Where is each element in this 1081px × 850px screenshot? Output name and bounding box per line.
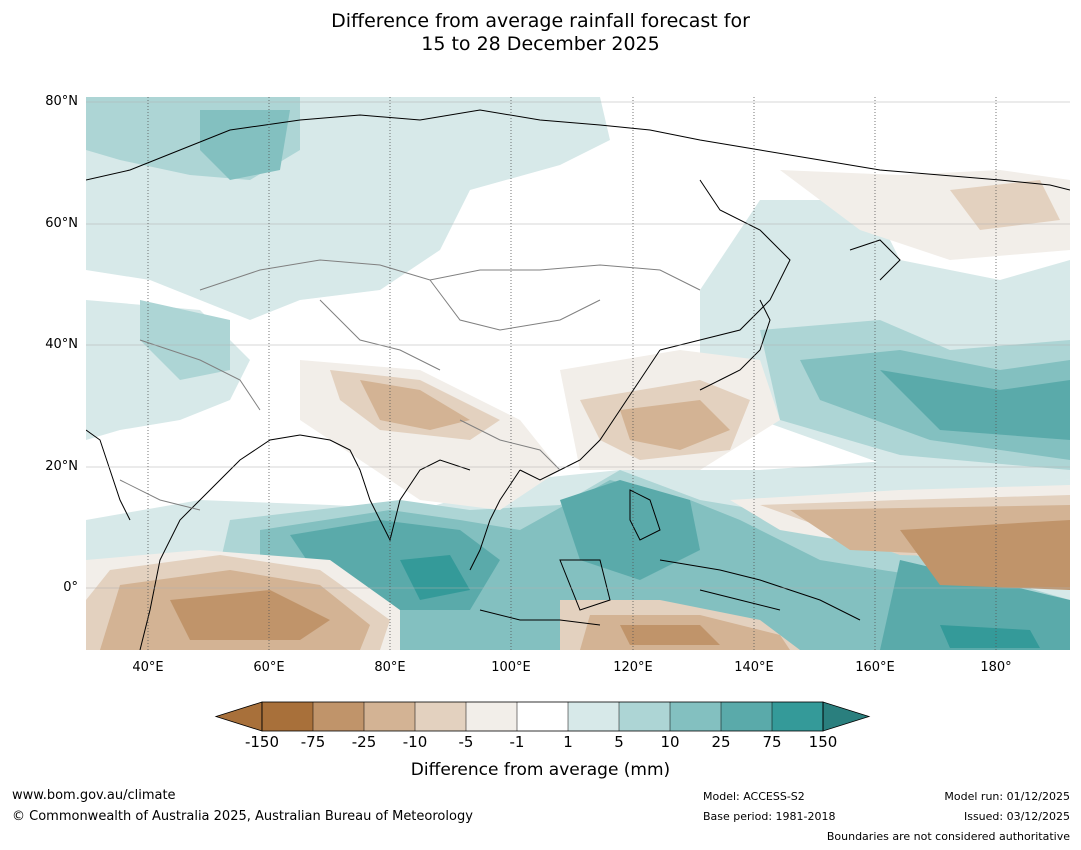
colorbar-extend-high	[822, 701, 871, 732]
anomaly-75-150	[400, 555, 1040, 648]
anomaly-m75-m25	[170, 520, 1070, 645]
colorbar-bin	[517, 702, 568, 731]
lon-label-60e: 60°E	[253, 660, 285, 675]
footer-model-run: Model run: 01/12/2025	[944, 790, 1070, 803]
colorbar-bin	[466, 702, 517, 731]
title-line-2: 15 to 28 December 2025	[421, 33, 660, 55]
colorbar-bin	[670, 702, 721, 731]
lon-gridlines	[147, 97, 997, 650]
colorbar-tick-label: 5	[614, 733, 624, 751]
title-line-1: Difference from average rainfall forecas…	[331, 10, 750, 32]
colorbar-tick-label: -150	[244, 733, 280, 751]
lon-label-80e: 80°E	[374, 660, 406, 675]
colorbar-tick-label: 75	[762, 733, 782, 751]
colorbar-tick-label: 1	[563, 733, 573, 751]
colorbar-bin	[568, 702, 619, 731]
footer-base-period: Base period: 1981-2018	[703, 810, 836, 823]
colorbar-bin	[364, 702, 415, 731]
colorbar-bin	[313, 702, 364, 731]
colorbar-tick-label: -25	[351, 733, 377, 751]
colorbar-bin	[619, 702, 670, 731]
coastlines	[86, 109, 1070, 650]
lat-label-40n: 40°N	[45, 337, 78, 352]
map-area	[86, 97, 1070, 650]
footer-model: Model: ACCESS-S2	[703, 790, 805, 803]
colorbar-bin	[772, 702, 823, 731]
lon-label-100e: 100°E	[491, 660, 531, 675]
lat-label-0: 0°	[63, 580, 78, 595]
footer-url[interactable]: www.bom.gov.au/climate	[12, 788, 176, 803]
colorbar-tick-label: -5	[458, 733, 474, 751]
footer-copyright: © Commonwealth of Australia 2025, Austra…	[12, 809, 473, 824]
lat-label-20n: 20°N	[45, 459, 78, 474]
colorbar-tick-label: -10	[402, 733, 428, 751]
colorbar-bin	[721, 702, 772, 731]
lat-gridlines	[86, 101, 1070, 589]
lon-label-160e: 160°E	[855, 660, 895, 675]
colorbar-tick-label: 150	[808, 733, 838, 751]
lon-label-180: 180°	[980, 660, 1012, 675]
lat-label-60n: 60°N	[45, 216, 78, 231]
colorbar-bin	[415, 702, 466, 731]
lat-label-80n: 80°N	[45, 94, 78, 109]
map-title: Difference from average rainfall forecas…	[0, 10, 1081, 56]
footer-boundaries-note: Boundaries are not considered authoritat…	[826, 830, 1070, 843]
colorbar-tick-label: -1	[509, 733, 525, 751]
country-borders	[119, 259, 701, 511]
colorbar-bin	[262, 702, 313, 731]
lon-label-40e: 40°E	[132, 660, 164, 675]
colorbar	[214, 701, 871, 732]
colorbar-tick-label: -75	[300, 733, 326, 751]
colorbar-title: Difference from average (mm)	[410, 760, 671, 780]
lon-label-140e: 140°E	[734, 660, 774, 675]
lon-label-120e: 120°E	[613, 660, 653, 675]
colorbar-extend-low	[214, 701, 263, 732]
footer-issued: Issued: 03/12/2025	[963, 810, 1070, 823]
colorbar-tick-label: 25	[711, 733, 731, 751]
colorbar-tick-label: 10	[660, 733, 680, 751]
